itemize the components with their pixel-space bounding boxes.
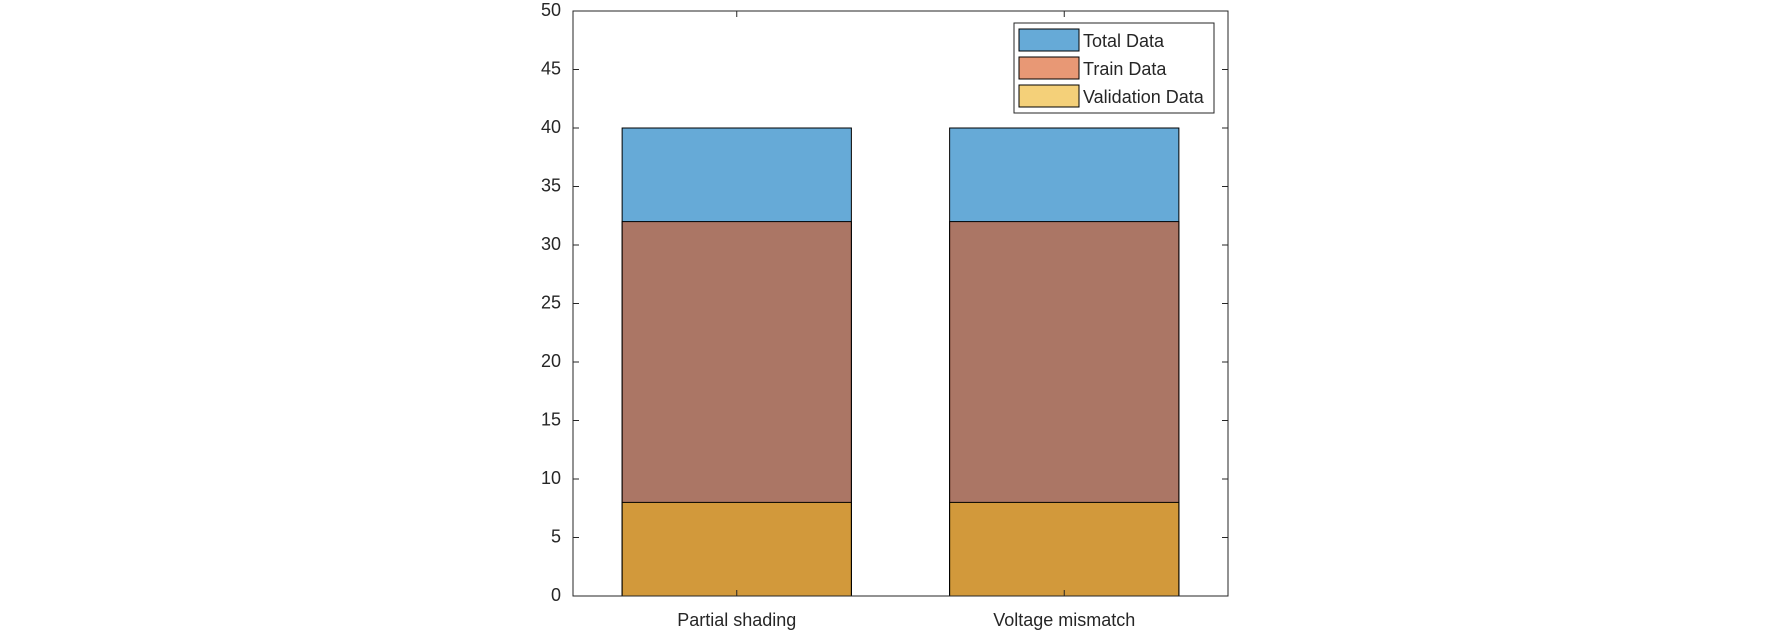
- legend-label: Validation Data: [1083, 87, 1205, 107]
- y-tick-label: 10: [541, 468, 561, 488]
- x-tick-label: Voltage mismatch: [993, 610, 1135, 630]
- y-tick-label: 50: [541, 0, 561, 20]
- y-tick-label: 40: [541, 117, 561, 137]
- legend-swatch: [1018, 56, 1080, 80]
- y-tick-label: 25: [541, 292, 561, 312]
- y-tick-label: 5: [551, 526, 561, 546]
- y-tick-label: 0: [551, 585, 561, 605]
- legend-swatch: [1018, 28, 1080, 52]
- y-tick-label: 20: [541, 351, 561, 371]
- x-tick-label: Partial shading: [677, 610, 796, 630]
- legend-label: Total Data: [1083, 31, 1165, 51]
- y-tick-label: 45: [541, 58, 561, 78]
- bar: [621, 501, 852, 597]
- y-tick-label: 15: [541, 409, 561, 429]
- bar: [949, 501, 1180, 597]
- legend-label: Train Data: [1083, 59, 1167, 79]
- y-tick-label: 30: [541, 234, 561, 254]
- y-tick-label: 35: [541, 175, 561, 195]
- legend-swatch: [1018, 84, 1080, 108]
